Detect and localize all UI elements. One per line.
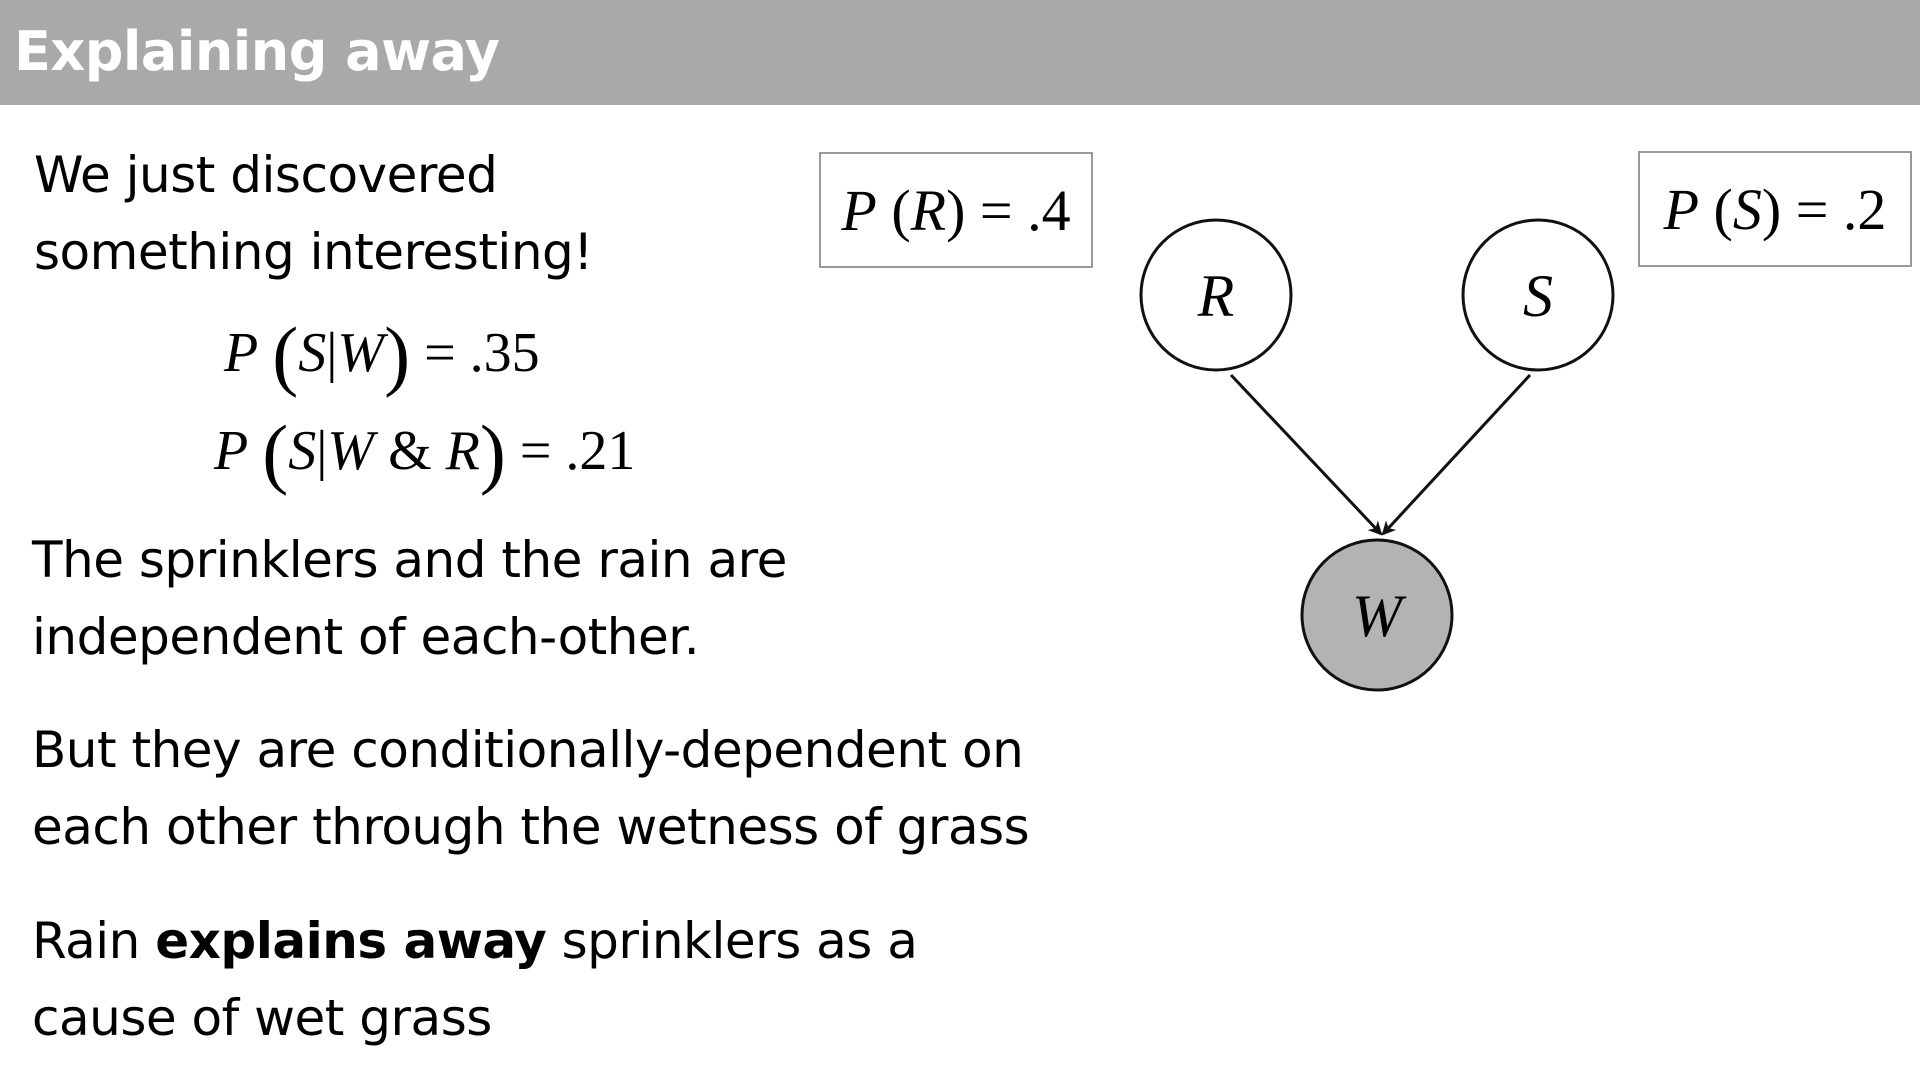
node-w: W	[1300, 538, 1454, 692]
independence-text: The sprinklers and the rain are independ…	[32, 522, 787, 676]
eq2-s: S	[288, 420, 317, 482]
prior-sprinkler-box: P (S) = .2	[1638, 151, 1912, 267]
eq2-r: R	[445, 420, 480, 482]
eq1-close-paren: )	[384, 311, 411, 398]
prior-rain-p: P	[841, 177, 877, 243]
eq1-value: = .35	[424, 322, 540, 384]
prior-rain-var: R	[910, 177, 947, 243]
eq1-w: W	[337, 322, 385, 384]
equation-s-given-w-and-r: P (S|W & R) = .21	[214, 408, 635, 498]
intro-text: We just discovered something interesting…	[34, 137, 593, 291]
eq2-value: = .21	[519, 420, 636, 482]
eq2-bar: |	[316, 420, 328, 482]
intro-line-2: something interesting!	[34, 223, 593, 281]
edge-r-to-w	[1229, 373, 1383, 536]
eq1-open-paren: (	[272, 311, 299, 398]
conditional-dependence-text: But they are conditionally-dependent on …	[32, 712, 1030, 866]
node-r-label: R	[1197, 263, 1235, 329]
node-r-circle	[1139, 218, 1293, 372]
eq1-s: S	[298, 322, 327, 384]
eq2-amp: &	[388, 420, 432, 482]
prior-rain-box: P (R) = .4	[819, 152, 1093, 268]
p1-line-1: The sprinklers and the rain are	[32, 531, 787, 589]
p3-line-2: cause of wet grass	[32, 989, 492, 1047]
prior-sprinkler-value: = .2	[1795, 176, 1887, 242]
eq2-p: P	[214, 420, 249, 482]
p1-line-2: independent of each-other.	[32, 608, 700, 666]
prior-rain-value: = .4	[979, 177, 1071, 243]
eq2-w: W	[327, 420, 375, 482]
node-s-label: S	[1523, 263, 1553, 329]
p3-pre: Rain	[32, 912, 156, 970]
node-w-label: W	[1352, 583, 1407, 649]
node-r: R	[1139, 218, 1293, 372]
prior-sprinkler-p: P	[1663, 176, 1700, 242]
intro-line-1: We just discovered	[34, 146, 498, 204]
p3-line-1: Rain explains away sprinklers as a	[32, 903, 918, 980]
eq1-bar: |	[326, 322, 338, 384]
node-w-circle	[1300, 538, 1454, 692]
explaining-away-text: Rain explains away sprinklers as a cause…	[32, 903, 918, 1057]
p2-line-1: But they are conditionally-dependent on	[32, 721, 1024, 779]
eq1-p: P	[224, 322, 259, 384]
eq2-close-paren: )	[479, 409, 506, 496]
eq2-open-paren: (	[262, 409, 289, 496]
title-bar: Explaining away	[0, 0, 1920, 105]
edge-s-to-w	[1381, 373, 1532, 536]
node-s-circle	[1461, 218, 1615, 372]
prior-sprinkler-var: S	[1732, 176, 1762, 242]
equation-s-given-w: P (S|W) = .35	[224, 310, 540, 400]
slide-title: Explaining away	[14, 20, 500, 83]
node-s: S	[1461, 218, 1615, 372]
p3-post: sprinklers as a	[546, 912, 918, 970]
p2-line-2: each other through the wetness of grass	[32, 798, 1030, 856]
p3-bold: explains away	[155, 912, 547, 970]
